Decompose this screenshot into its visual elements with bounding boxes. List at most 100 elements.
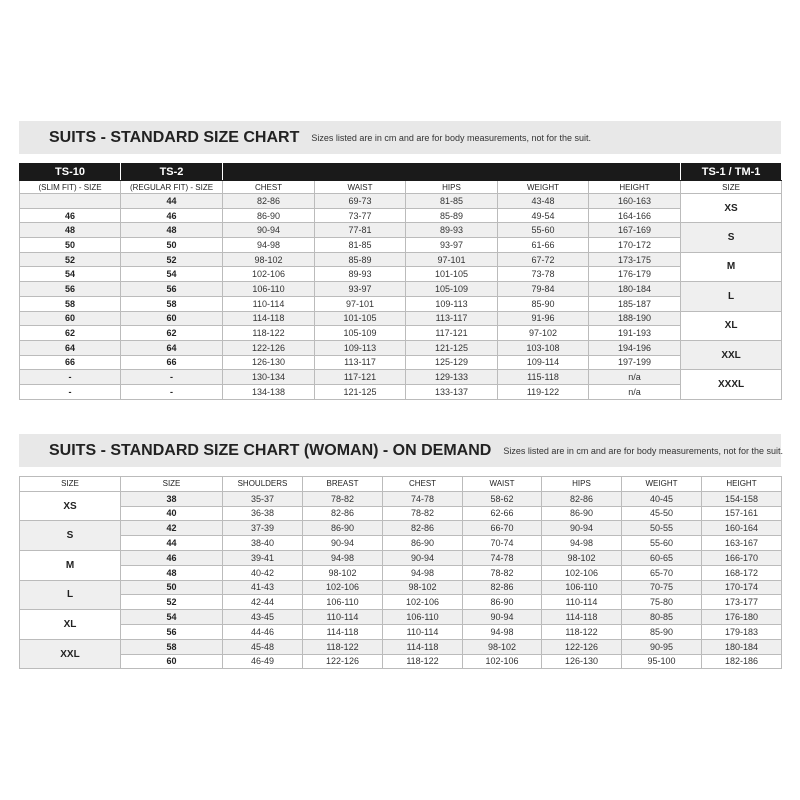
measurement-cell: 85-89 bbox=[405, 207, 498, 224]
ts1-size-cell: XL bbox=[680, 310, 783, 341]
table-row: 44 82-86 69-73 81-85 43-48 160-163 XS bbox=[19, 192, 783, 224]
measurement-cell: 98-102 bbox=[302, 564, 383, 581]
measurement-cell: 180-184 bbox=[701, 638, 782, 655]
table-row: 62 62 118-122 105-109 117-121 97-102 191-193 bbox=[19, 325, 782, 341]
measurement-cell: 55-60 bbox=[621, 535, 702, 551]
ts1-size-cell: XXXL bbox=[680, 369, 783, 400]
measurement-cell: 38-40 bbox=[222, 535, 303, 551]
measurement-cell: 41-43 bbox=[222, 579, 303, 596]
column-header: CHEST bbox=[222, 180, 315, 194]
measurement-cell: 115-118 bbox=[497, 369, 589, 385]
size-cell: 58 bbox=[19, 295, 121, 312]
measurement-cell: 82-86 bbox=[541, 490, 622, 507]
measurement-cell: 58-62 bbox=[462, 490, 542, 507]
column-header: HEIGHT bbox=[587, 180, 682, 194]
size-cell: 44 bbox=[120, 535, 223, 551]
measurement-cell: 180-184 bbox=[587, 281, 682, 297]
measurement-cell: 118-122 bbox=[222, 325, 315, 341]
measurement-cell: 133-137 bbox=[405, 383, 498, 400]
measurement-cell: 65-70 bbox=[621, 564, 702, 581]
measurement-cell: 85-90 bbox=[621, 623, 702, 640]
measurement-cell: 82-86 bbox=[382, 520, 463, 537]
measurement-cell: 102-106 bbox=[302, 579, 383, 596]
measurement-cell: 94-98 bbox=[462, 623, 542, 640]
measurement-cell: 86-90 bbox=[382, 535, 463, 551]
letter-size-cell: M bbox=[19, 549, 121, 581]
size-cell: 46 bbox=[120, 549, 223, 566]
letter-size-cell: L bbox=[19, 579, 121, 611]
measurement-cell: 117-121 bbox=[405, 325, 498, 341]
measurement-cell: 94-98 bbox=[302, 549, 383, 566]
measurement-cell: 154-158 bbox=[701, 490, 782, 507]
measurement-cell: 37-39 bbox=[222, 520, 303, 537]
measurement-cell: 109-113 bbox=[405, 295, 498, 312]
measurement-cell: 170-174 bbox=[701, 579, 782, 596]
size-cell: 54 bbox=[120, 609, 223, 625]
measurement-cell: 60-65 bbox=[621, 549, 702, 566]
measurement-cell: 40-42 bbox=[222, 564, 303, 581]
size-cell: 50 bbox=[19, 237, 121, 253]
size-cell: 56 bbox=[120, 281, 223, 297]
chart1-note: Sizes listed are in cm and are for body … bbox=[311, 132, 592, 143]
measurement-cell: 61-66 bbox=[497, 237, 589, 253]
men-size-table: TS-10 TS-2 TS-1 / TM-1 (SLIM FIT) - SIZE (RE… bbox=[19, 163, 783, 400]
measurement-cell: 44-46 bbox=[222, 623, 303, 640]
column-header: WAIST bbox=[462, 476, 542, 492]
size-cell: 40 bbox=[120, 505, 223, 522]
measurement-cell: 168-172 bbox=[701, 564, 782, 581]
measurement-cell: 109-113 bbox=[314, 339, 406, 356]
measurement-cell: 106-110 bbox=[222, 281, 315, 297]
size-cell: 38 bbox=[120, 490, 223, 507]
measurement-cell: 82-86 bbox=[462, 579, 542, 596]
measurement-cell: 46-49 bbox=[222, 653, 303, 670]
table-row: 58 58 110-114 97-101 109-113 85-90 185-187 bbox=[19, 295, 782, 312]
table-row: S 42 37-39 86-90 82-86 66-70 90-94 50-55 160-164 bbox=[19, 520, 782, 551]
measurement-cell: 188-190 bbox=[587, 310, 682, 327]
measurement-cell: n/a bbox=[587, 369, 682, 385]
measurement-cell: 73-77 bbox=[314, 207, 406, 224]
table-row: 60 46-49 122-126 118-122 102-106 126-130 95-10… bbox=[20, 653, 782, 670]
column-header: WEIGHT bbox=[621, 476, 702, 492]
measurement-cell: 78-82 bbox=[302, 490, 383, 507]
table-row: 64 64 122-126 109-113 121-125 103-108 194-196 X… bbox=[19, 339, 783, 371]
measurement-cell: 98-102 bbox=[462, 638, 542, 655]
chart1-title: SUITS - STANDARD SIZE CHART bbox=[49, 128, 300, 146]
chart2-title: SUITS - STANDARD SIZE CHART (WOMAN) - ON… bbox=[49, 441, 492, 459]
column-header: SHOULDERS bbox=[222, 476, 303, 492]
measurement-cell: 36-38 bbox=[222, 505, 303, 522]
measurement-cell: 110-114 bbox=[541, 594, 622, 611]
measurement-cell: 119-122 bbox=[497, 383, 589, 400]
size-cell: - bbox=[19, 383, 121, 400]
measurement-cell: 114-118 bbox=[382, 638, 463, 655]
measurement-cell: 90-94 bbox=[541, 520, 622, 537]
measurement-cell: 114-118 bbox=[302, 623, 383, 640]
measurement-cell: 81-85 bbox=[314, 237, 406, 253]
measurement-cell: 160-164 bbox=[701, 520, 782, 537]
table-row: 66 66 126-130 113-117 125-129 109-114 197-199 bbox=[19, 354, 782, 371]
chart1-header: SUITS - STANDARD SIZE CHART Sizes listed… bbox=[19, 121, 781, 154]
measurement-cell: 194-196 bbox=[587, 339, 682, 356]
measurement-cell: 74-78 bbox=[382, 490, 463, 507]
measurement-cell: 45-48 bbox=[222, 638, 303, 655]
column-header: CHEST bbox=[382, 476, 463, 492]
size-cell: 50 bbox=[120, 237, 223, 253]
measurement-cell: 126-130 bbox=[541, 653, 622, 670]
size-cell: 54 bbox=[19, 266, 121, 283]
measurement-cell: 78-82 bbox=[382, 505, 463, 522]
measurement-cell: 106-110 bbox=[541, 579, 622, 596]
measurement-cell: 117-121 bbox=[314, 369, 406, 385]
group-header-blank bbox=[221, 163, 682, 181]
measurement-cell: 118-122 bbox=[382, 653, 463, 670]
measurement-cell: 102-106 bbox=[462, 653, 542, 670]
size-cell: 62 bbox=[19, 325, 121, 341]
group-header-ts10: TS-10 bbox=[19, 163, 121, 181]
measurement-cell: 122-126 bbox=[541, 638, 622, 655]
measurement-cell: 89-93 bbox=[314, 266, 406, 283]
size-cell: 46 bbox=[120, 207, 223, 224]
measurement-cell: 129-133 bbox=[405, 369, 498, 385]
measurement-cell: 67-72 bbox=[497, 251, 589, 268]
size-cell: 62 bbox=[120, 325, 223, 341]
measurement-cell: 182-186 bbox=[701, 653, 782, 670]
measurement-cell: 40-45 bbox=[621, 490, 702, 507]
ts1-size-cell: S bbox=[680, 222, 783, 253]
